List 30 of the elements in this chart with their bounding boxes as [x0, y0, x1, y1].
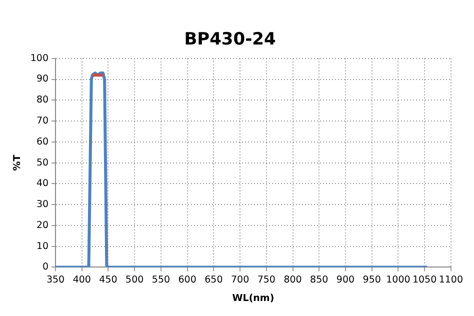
x-tick-label: 600	[178, 274, 196, 286]
y-tick-label: 10	[36, 240, 49, 252]
y-axis-title: %T	[12, 154, 24, 171]
x-tick-label: 500	[126, 274, 144, 286]
x-tick-label: 850	[310, 274, 328, 286]
x-tick-label: 900	[336, 274, 355, 286]
x-tick-label: 550	[152, 274, 170, 286]
x-tick-label: 700	[230, 274, 250, 286]
y-tick-label: 70	[36, 116, 49, 127]
x-tick-label: 800	[284, 274, 302, 286]
y-tick-label: 80	[36, 94, 49, 106]
y-tick-label: 20	[36, 220, 49, 231]
x-tick-label: 350	[46, 274, 65, 286]
y-tick-label: 50	[36, 157, 49, 168]
y-tick-label: 100	[30, 52, 49, 64]
chart-title: BP430-24	[184, 30, 276, 50]
x-tick-label: 650	[204, 274, 223, 286]
y-tick-label: 30	[36, 199, 49, 210]
x-axis-title: WL(nm)	[232, 292, 274, 304]
y-tick-label: 60	[36, 136, 49, 148]
x-tick-label: 1000	[386, 274, 410, 286]
x-tick-label: 1050	[412, 274, 437, 286]
x-tick-label: 750	[257, 274, 276, 286]
x-tick-label: 400	[72, 274, 91, 286]
y-tick-label: 0	[42, 262, 49, 273]
x-tick-label: 1100	[438, 274, 464, 286]
x-tick-label: 950	[362, 274, 381, 286]
y-tick-label: 40	[36, 178, 49, 190]
y-tick-label: 90	[36, 74, 49, 85]
x-tick-label: 450	[99, 274, 118, 286]
